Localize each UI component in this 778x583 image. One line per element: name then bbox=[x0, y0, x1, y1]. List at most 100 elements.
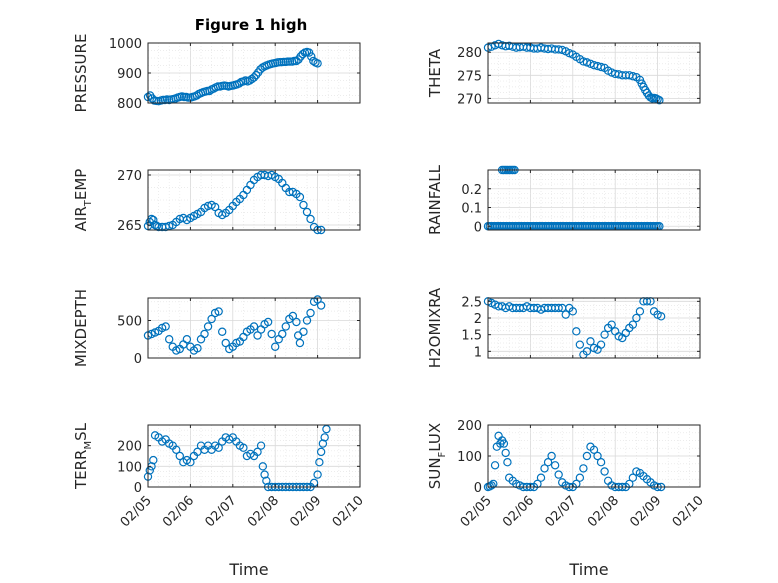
data-point bbox=[214, 307, 223, 316]
data-point bbox=[253, 447, 262, 457]
data-point bbox=[260, 470, 269, 479]
data-point bbox=[315, 458, 324, 467]
x-tick-label: 02/10 bbox=[330, 493, 367, 530]
data-point bbox=[316, 447, 326, 457]
y-axis-label: H2OMIXRA bbox=[426, 287, 444, 368]
data-point bbox=[322, 424, 331, 434]
x-tick-label: 02/05 bbox=[458, 493, 495, 530]
panel-mixdepth: 0 500 MIXDEPTH bbox=[72, 289, 361, 367]
data-point bbox=[214, 443, 223, 452]
y-tick-label: 0.2 bbox=[461, 183, 482, 198]
data-point bbox=[655, 96, 664, 105]
data-point bbox=[589, 445, 599, 454]
data-point bbox=[596, 458, 606, 467]
y-tick-label: 270 bbox=[457, 92, 482, 107]
data-point bbox=[550, 461, 560, 470]
y-axis-label: SUNFLUX bbox=[426, 423, 448, 489]
data-point bbox=[600, 330, 609, 339]
data-point bbox=[149, 215, 158, 225]
data-point bbox=[579, 464, 588, 473]
data-point bbox=[258, 462, 268, 471]
data-point bbox=[490, 461, 500, 470]
y-tick-label: 0 bbox=[474, 481, 482, 496]
panel-h2omixra: 11.5 2 2.5 H2OMIXRA bbox=[426, 287, 701, 368]
data-point bbox=[501, 448, 510, 458]
data-point bbox=[306, 308, 315, 318]
data-point bbox=[575, 340, 585, 349]
data-point bbox=[596, 340, 606, 349]
data-point bbox=[249, 73, 259, 82]
data-point bbox=[292, 317, 301, 327]
y-axis-label: MIXDEPTH bbox=[72, 289, 90, 367]
data-point bbox=[628, 320, 638, 329]
y-axis-label: RAINFALL bbox=[426, 164, 444, 235]
y-tick-label: 500 bbox=[117, 315, 142, 330]
y-tick-label: 900 bbox=[117, 67, 142, 82]
data-point bbox=[635, 307, 645, 316]
data-point bbox=[192, 91, 201, 100]
y-tick-label: 270 bbox=[117, 169, 142, 184]
data-point bbox=[161, 322, 170, 331]
data-point bbox=[249, 322, 259, 331]
data-point bbox=[271, 342, 280, 351]
data-point bbox=[302, 316, 312, 325]
data-point bbox=[281, 322, 290, 331]
y-tick-label: 200 bbox=[457, 419, 482, 434]
data-point bbox=[543, 458, 553, 467]
data-point bbox=[586, 337, 595, 346]
y-tick-label: 280 bbox=[457, 46, 482, 61]
x-tick-label: 02/06 bbox=[160, 493, 197, 530]
data-point bbox=[164, 335, 174, 344]
data-point bbox=[554, 303, 563, 313]
data-point bbox=[313, 470, 322, 479]
x-tick-label: 02/09 bbox=[287, 493, 324, 530]
data-point bbox=[582, 451, 592, 461]
data-point bbox=[145, 466, 154, 475]
data-point bbox=[186, 458, 195, 467]
panel-air-temp: 265 270 AIRTEMP bbox=[72, 169, 361, 235]
data-point bbox=[628, 72, 638, 81]
grid bbox=[487, 43, 701, 103]
x-tick-label: 02/07 bbox=[203, 493, 240, 530]
data-point bbox=[316, 301, 326, 310]
data-point bbox=[278, 329, 287, 339]
data-point bbox=[251, 70, 261, 80]
data-point bbox=[600, 467, 609, 476]
data-point bbox=[205, 86, 214, 96]
x-tick-label: 02/06 bbox=[500, 493, 537, 530]
panel-pressure: 800 900 1000 PRESSURE bbox=[72, 34, 361, 113]
y-tick-label: 1 bbox=[474, 345, 482, 360]
data-point bbox=[221, 338, 230, 348]
x-axis-label: Time bbox=[228, 560, 268, 579]
data-point bbox=[302, 207, 312, 217]
data-point bbox=[262, 476, 271, 485]
x-axis-label: Time bbox=[568, 560, 608, 579]
y-axis-label: PRESSURE bbox=[72, 34, 90, 113]
panel-terr-msl: 0 100 200 TERRMSL 02/05 02/06 02/07 02/08 02/09 0… bbox=[72, 422, 367, 579]
axes-box bbox=[487, 42, 701, 104]
data-point bbox=[207, 314, 216, 324]
data-point bbox=[253, 331, 262, 340]
x-tick-label: 02/08 bbox=[585, 493, 622, 530]
data-point bbox=[200, 329, 209, 339]
axes-box bbox=[487, 297, 701, 359]
data-point bbox=[313, 59, 322, 68]
data-point bbox=[561, 310, 570, 319]
data-point bbox=[299, 327, 308, 336]
y-tick-label: 100 bbox=[457, 450, 482, 465]
panel-rainfall: 0 0.1 0.2 RAINFALL bbox=[426, 164, 701, 235]
y-tick-label: 1.5 bbox=[461, 329, 482, 344]
y-tick-label: 200 bbox=[117, 440, 142, 455]
x-tick-label: 02/05 bbox=[118, 493, 155, 530]
data-point bbox=[149, 455, 158, 465]
data-point bbox=[536, 473, 546, 482]
markers bbox=[483, 297, 666, 359]
data-point bbox=[499, 439, 509, 448]
data-point bbox=[547, 451, 556, 461]
data-point bbox=[172, 445, 181, 454]
data-point bbox=[295, 338, 305, 348]
y-axis-label: THETA bbox=[426, 48, 444, 98]
y-tick-label: 0 bbox=[474, 220, 482, 235]
axes-box bbox=[147, 297, 361, 359]
